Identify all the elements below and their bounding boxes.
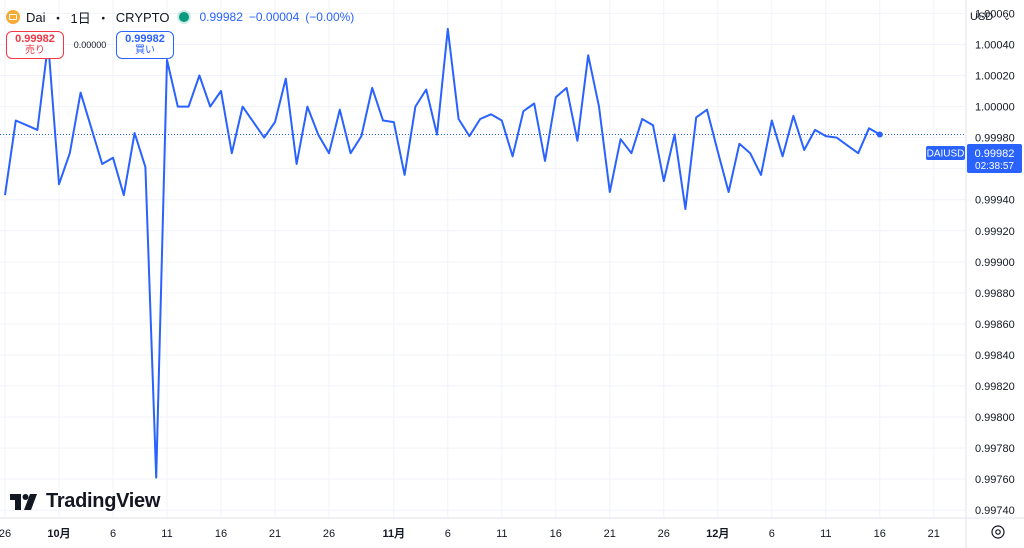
x-tick-label: 12月: [706, 527, 729, 540]
x-tick-label: 16: [215, 528, 227, 540]
tradingview-logo-icon: [10, 493, 37, 510]
x-tick-label: 6: [769, 528, 775, 540]
currency-value: USD: [970, 11, 994, 23]
x-tick-label: 21: [269, 528, 281, 540]
symbol-tag-bg: [926, 146, 965, 160]
change-percent: (−0.00%): [305, 10, 355, 24]
x-tick-label: 16: [874, 528, 886, 540]
x-tick-label: 11: [161, 528, 172, 540]
y-tick-label: 1.00020: [975, 71, 1015, 83]
x-tick-label: 11: [820, 528, 831, 540]
price-axis[interactable]: 1.00060 1.00040 1.00020 1.00000 0.99980 0.999…: [975, 8, 1015, 517]
y-tick-label: 0.99800: [975, 412, 1015, 424]
separator: ・: [96, 10, 110, 26]
y-tick-label: 1.00000: [975, 102, 1015, 114]
settings-icon: [991, 525, 1005, 539]
interval-label[interactable]: 1日: [70, 10, 91, 26]
symbol-legend: Dai ・ 1日 ・ CRYPTO 0.99982 −0.00004 (−0.0…: [6, 6, 354, 28]
price-tag-value: 0.99982: [975, 148, 1015, 160]
spread-value: 0.00000: [73, 40, 107, 50]
y-tick-label: 0.99900: [975, 257, 1015, 269]
y-tick-label: 1.00060: [975, 8, 1015, 20]
exchange-label: CRYPTO: [115, 9, 170, 25]
y-tick-label: 0.99920: [975, 226, 1015, 238]
change-value: −0.00004: [248, 10, 300, 24]
symbol-name[interactable]: Dai: [26, 9, 46, 25]
symbol-tag-label: DAIUSD: [927, 149, 965, 160]
series-line-daiusd: [4, 27, 881, 479]
trade-buttons: 0.99982 売り 0.00000 0.99982 買い: [6, 31, 174, 59]
y-tick-label: 0.99740: [975, 505, 1015, 517]
sell-label: 売り: [25, 45, 45, 56]
y-tick-label: 0.99980: [975, 133, 1015, 145]
y-tick-label: 0.99820: [975, 381, 1015, 393]
separator: ・: [51, 10, 65, 26]
x-tick-label: 10月: [47, 527, 70, 540]
y-tick-label: 0.99940: [975, 195, 1015, 207]
scale-settings-button[interactable]: [990, 524, 1006, 540]
grid: [0, 0, 966, 518]
x-tick-label: 26: [0, 528, 11, 540]
last-price-tag: DAIUSD 0.99982 02:38:57: [926, 144, 1022, 173]
buy-price: 0.99982: [125, 33, 165, 45]
x-tick-label: 6: [110, 528, 116, 540]
last-price-value: 0.99982: [199, 10, 243, 24]
currency-select[interactable]: USD ⌄: [970, 7, 1022, 27]
x-tick-label: 21: [928, 528, 940, 540]
tradingview-logo-text: TradingView: [46, 490, 161, 512]
y-tick-label: 1.00040: [975, 39, 1015, 51]
buy-button[interactable]: 0.99982 買い: [116, 31, 174, 59]
tradingview-logo[interactable]: TradingView: [10, 490, 160, 513]
y-tick-label: 0.99880: [975, 288, 1015, 300]
x-tick-label: 6: [445, 528, 451, 540]
dai-coin-icon: [6, 10, 20, 24]
x-tick-label: 11月: [382, 527, 405, 540]
last-price-point: [876, 131, 883, 138]
market-status-icon[interactable]: [179, 12, 190, 22]
y-tick-label: 0.99780: [975, 443, 1015, 455]
x-tick-label: 21: [604, 528, 616, 540]
y-tick-label: 0.99840: [975, 350, 1015, 362]
y-tick-label: 0.99860: [975, 319, 1015, 331]
x-tick-label: 26: [658, 528, 670, 540]
x-tick-label: 16: [550, 528, 562, 540]
y-tick-label: 0.99760: [975, 474, 1015, 486]
price-tag-bg: [967, 144, 1022, 173]
sell-button[interactable]: 0.99982 売り: [6, 31, 64, 59]
time-axis[interactable]: 26 10月 6 11 16 21 26 11月 6 11 16 21 26 12月 6 11 16 21: [0, 527, 940, 540]
buy-label: 買い: [135, 45, 155, 56]
sell-price: 0.99982: [15, 33, 55, 45]
x-tick-label: 26: [323, 528, 335, 540]
price-tag-countdown: 02:38:57: [975, 161, 1014, 172]
chevron-down-icon: ⌄: [1003, 11, 1011, 22]
x-tick-label: 11: [496, 528, 507, 540]
